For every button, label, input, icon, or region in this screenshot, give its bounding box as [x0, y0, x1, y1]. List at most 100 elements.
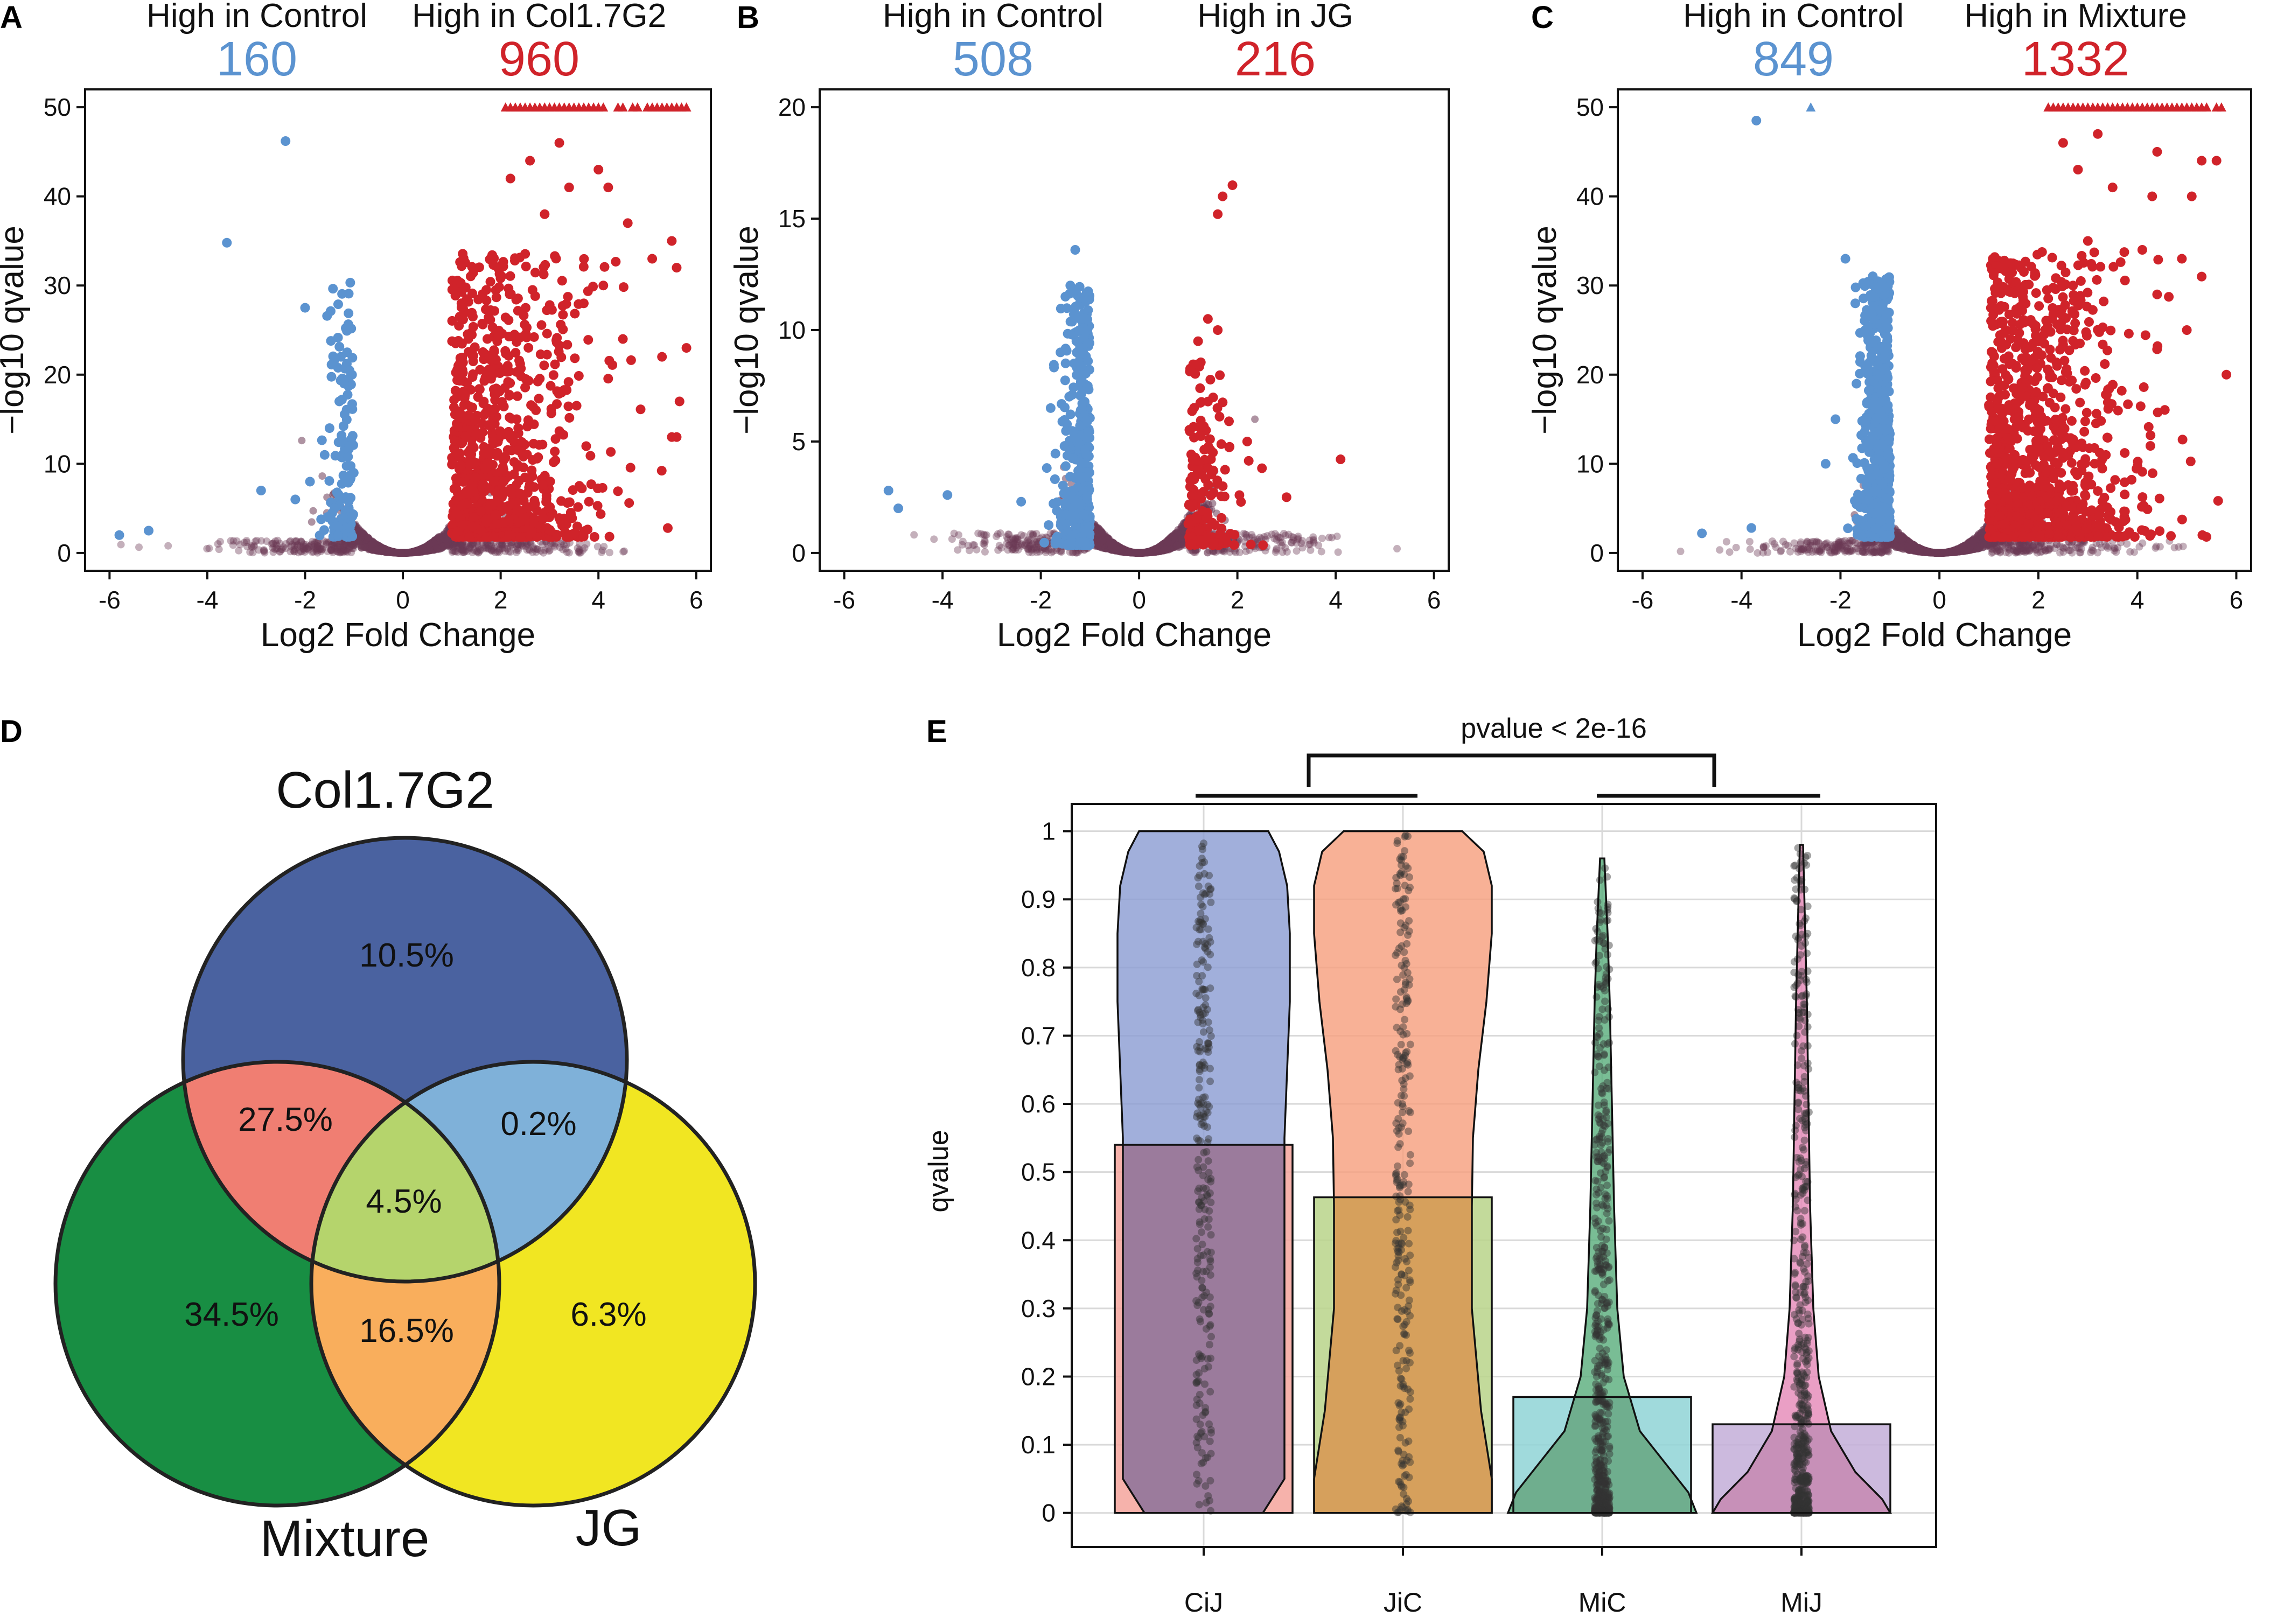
up-point — [455, 353, 465, 363]
up-point — [674, 396, 685, 407]
ns-point — [318, 472, 326, 480]
up-point — [481, 366, 492, 376]
ns-point — [449, 541, 457, 549]
ns-point — [378, 547, 386, 555]
up-point — [504, 315, 514, 325]
ns-point — [1171, 532, 1179, 540]
up-point — [588, 282, 598, 292]
up-point — [667, 236, 677, 246]
up-point — [521, 261, 531, 271]
up-point — [593, 165, 604, 174]
up-point — [672, 263, 682, 273]
up-point — [563, 377, 574, 387]
up-point — [521, 329, 531, 339]
down-point — [333, 299, 343, 310]
up-point — [585, 451, 596, 461]
down-point — [343, 319, 353, 330]
up-point — [530, 268, 540, 278]
up-point — [542, 328, 552, 339]
ns-point — [287, 548, 295, 556]
up-point — [523, 415, 533, 425]
up-point — [635, 404, 646, 415]
down-point — [222, 237, 232, 248]
up-point — [495, 426, 505, 436]
y-tick-label: 20 — [44, 361, 71, 389]
plot-background — [85, 89, 711, 571]
ns-point — [215, 545, 223, 554]
up-point — [581, 441, 591, 451]
up-point — [570, 353, 580, 363]
down-point — [337, 289, 347, 299]
up-point — [467, 312, 478, 322]
up-point — [478, 347, 488, 357]
up-point — [465, 271, 476, 282]
panel-label-a: A — [0, 0, 23, 35]
up-point — [656, 466, 667, 476]
down-point — [328, 351, 338, 361]
up-point — [500, 346, 511, 356]
up-point — [447, 336, 457, 346]
down-point — [347, 399, 357, 409]
down-point — [290, 494, 301, 505]
up-point — [449, 402, 459, 412]
plot-background — [820, 89, 1449, 571]
x-axis: -6 -4 -2 0 2 4 6 — [99, 571, 703, 614]
up-point — [551, 335, 561, 345]
count-up: 216 — [1235, 32, 1316, 86]
up-point — [532, 453, 542, 464]
up-point — [464, 410, 474, 420]
up-point — [584, 496, 594, 507]
up-point — [522, 450, 532, 460]
up-point — [493, 263, 504, 274]
up-point — [456, 303, 466, 313]
y-tick-label: 50 — [44, 93, 71, 121]
down-point — [344, 365, 354, 375]
ns-point — [476, 546, 484, 554]
up-point — [527, 527, 537, 537]
ns-points — [117, 437, 628, 557]
up-point — [499, 476, 509, 486]
ns-point — [470, 545, 478, 553]
ns-point — [458, 541, 466, 549]
ns-point — [364, 534, 372, 542]
y-tick-label: 10 — [44, 450, 71, 478]
ns-point — [1164, 538, 1172, 547]
ns-point — [347, 549, 355, 557]
up-point — [540, 209, 550, 219]
ns-point — [233, 537, 241, 545]
down-point — [348, 468, 359, 478]
down-point — [328, 284, 338, 294]
up-point — [467, 330, 477, 340]
up-point — [647, 254, 658, 264]
ns-point — [544, 545, 552, 553]
up-point — [549, 457, 559, 467]
down-point — [344, 496, 354, 507]
up-point — [558, 310, 568, 320]
up-point — [523, 342, 534, 353]
up-point — [505, 173, 515, 184]
up-point — [566, 509, 576, 520]
down-point — [341, 415, 352, 425]
up-point — [554, 138, 564, 148]
up-point — [667, 432, 677, 442]
up-point — [494, 282, 504, 292]
down-point — [343, 478, 353, 488]
up-point — [458, 249, 468, 259]
up-point — [492, 519, 502, 529]
ns-point — [599, 547, 607, 555]
x-axis-label: Log2 Fold Change — [261, 617, 535, 654]
up-point — [512, 504, 522, 514]
ns-point — [273, 544, 281, 552]
up-point — [558, 430, 569, 440]
up-point — [603, 374, 613, 384]
up-point — [623, 218, 633, 228]
down-point — [332, 487, 342, 498]
ns-point — [1160, 547, 1168, 555]
up-point — [467, 522, 478, 532]
up-point — [589, 532, 599, 542]
x-tick-label: -6 — [99, 586, 121, 614]
up-point — [624, 498, 634, 508]
up-point — [540, 260, 550, 270]
ns-point — [442, 535, 450, 543]
